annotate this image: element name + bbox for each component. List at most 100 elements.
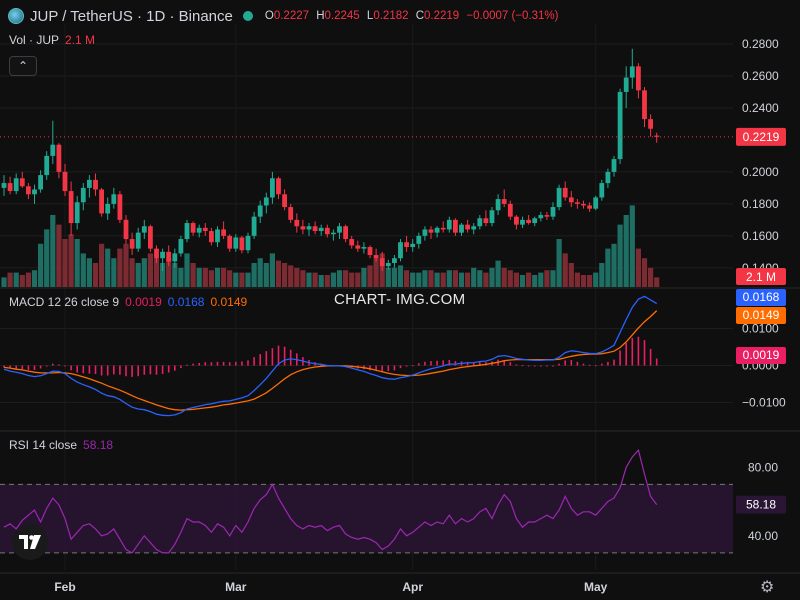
x-tick-label: Apr: [402, 580, 423, 594]
rsi-legend-value: 58.18: [83, 438, 114, 452]
last-price-badge: [736, 127, 786, 146]
macd-histogram-bar: [472, 362, 475, 366]
macd-histogram-bar: [149, 365, 152, 375]
volume-bar: [336, 270, 343, 287]
macd-histogram-bar: [3, 365, 5, 368]
volume-bar: [202, 267, 208, 287]
volume-bar: [86, 258, 92, 287]
market-status-dot-icon: [242, 11, 253, 21]
volume-bar: [111, 258, 117, 287]
macd-histogram-bar: [125, 365, 127, 377]
candle-body: [26, 186, 31, 195]
tradingview-logo-icon[interactable]: [12, 524, 48, 560]
candle-body: [538, 215, 544, 219]
candle-body: [32, 189, 37, 195]
candle-body: [312, 226, 318, 232]
volume-bar: [282, 263, 288, 287]
gear-icon[interactable]: ⚙: [760, 579, 775, 596]
macd-histogram-bar: [88, 365, 91, 374]
candle-body: [440, 227, 446, 230]
candle-body: [611, 159, 617, 172]
candle-body: [446, 219, 452, 230]
candle-body: [105, 203, 111, 214]
candle-body: [507, 203, 513, 217]
candle-body: [648, 119, 653, 129]
candle-body: [56, 144, 62, 172]
price-tick-label: 0.1800: [742, 197, 779, 211]
rsi-value-badge-label: 58.18: [746, 498, 776, 512]
macd-histogram-bar: [399, 365, 402, 369]
volume-bar: [446, 270, 452, 287]
macd-histogram-bar: [235, 361, 237, 366]
macd-histogram-bar: [174, 365, 176, 371]
volume-bar: [221, 267, 227, 287]
macd-histogram-bar: [387, 365, 390, 372]
volume-bar: [410, 272, 416, 287]
macd-histogram-bar: [210, 362, 213, 366]
volume-bar: [526, 272, 532, 287]
macd-histogram-bar: [631, 337, 634, 366]
candle-body: [196, 227, 202, 233]
volume-bar: [269, 253, 275, 287]
candle-body: [239, 237, 245, 251]
macd-line-badge: [736, 289, 786, 306]
macd-histogram-bar: [283, 346, 286, 366]
macd-histogram-bar: [637, 336, 640, 366]
macd-histogram-bar: [411, 365, 414, 367]
volume-bar: [599, 263, 605, 287]
macd-histogram-bar: [143, 365, 146, 375]
volume-bars: [1, 205, 660, 287]
volume-bar: [635, 248, 641, 287]
volume-bar: [105, 248, 111, 287]
volume-bar: [507, 270, 513, 287]
candle-body: [343, 226, 348, 240]
volume-bar: [330, 272, 336, 287]
volume-bar: [62, 239, 68, 287]
macd-histogram-bar: [58, 364, 60, 366]
macd-histogram-bar: [228, 362, 231, 366]
macd-legend-label: MACD 12 26 close 9: [9, 295, 120, 309]
candle-body: [605, 171, 611, 184]
candle-body: [562, 187, 568, 198]
macd-signal-badge: [736, 307, 786, 324]
volume-bar: [239, 272, 245, 287]
macd-signal-value: 0.0149: [210, 295, 248, 309]
candle-body: [428, 229, 434, 233]
volume-bar: [92, 263, 99, 287]
candle-body: [117, 194, 123, 220]
candle-body: [416, 235, 422, 244]
volume-bar: [355, 272, 361, 287]
macd-histogram-bar: [405, 365, 408, 367]
candle-body: [617, 91, 623, 160]
open-value: 0.2227: [273, 10, 310, 22]
volume-bar: [153, 258, 160, 287]
volume-bar: [397, 265, 404, 287]
price-tick-label: 0.1600: [742, 229, 779, 243]
macd-histogram-bar: [15, 365, 17, 369]
axis-labels: 0.28000.26000.24000.20000.18000.16000.14…: [54, 37, 786, 594]
volume-bar: [641, 258, 648, 287]
candle-body: [123, 219, 129, 240]
candle-body: [166, 251, 172, 262]
candle-body: [172, 253, 178, 262]
candle-body: [544, 215, 550, 217]
volume-bar: [25, 272, 31, 287]
volume-bar: [184, 253, 190, 287]
candle-body: [495, 199, 501, 211]
symbol-title[interactable]: JUP / TetherUS · 1D · Binance: [30, 7, 233, 25]
volume-bar: [544, 270, 550, 287]
candle-body: [392, 258, 397, 264]
tradingview-logo-glyph: [19, 535, 41, 549]
macd-histogram-bar: [247, 360, 249, 366]
last-volume-label: 2.1 M: [746, 270, 776, 284]
volume-bar: [361, 267, 367, 287]
candle-body: [221, 229, 226, 236]
rsi-band: [0, 484, 733, 553]
collapse-legend-button[interactable]: ⌃: [9, 56, 37, 76]
candle-body: [337, 226, 342, 233]
rsi-value-badge: [736, 495, 786, 514]
macd-histogram-bar: [466, 361, 469, 366]
macd-histogram-bar: [222, 361, 225, 366]
volume-bar: [434, 272, 440, 287]
